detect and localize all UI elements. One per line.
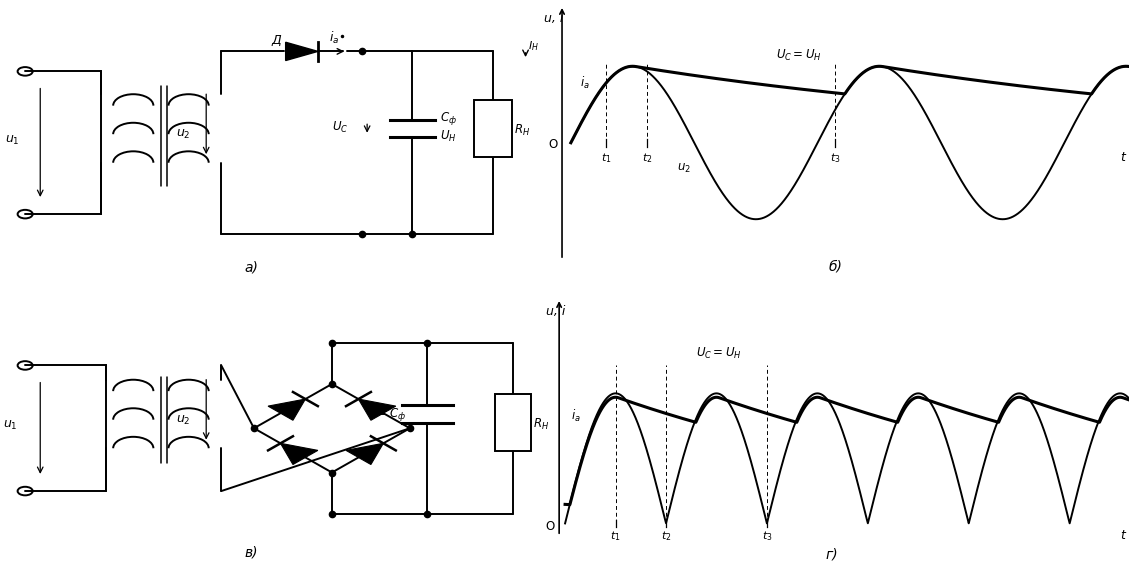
- Bar: [474, 100, 511, 157]
- Text: O: O: [549, 138, 558, 151]
- Text: O: O: [545, 520, 554, 533]
- Text: $i_а$: $i_а$: [579, 75, 589, 91]
- Polygon shape: [358, 399, 396, 420]
- Text: $U_C = U_H$: $U_C = U_H$: [695, 346, 742, 361]
- Text: u, i: u, i: [546, 304, 566, 317]
- Text: Д: Д: [272, 34, 281, 47]
- Bar: [496, 394, 531, 451]
- Text: $t_1$: $t_1$: [601, 151, 612, 165]
- Text: $t_2$: $t_2$: [642, 151, 653, 165]
- Text: $u_1$: $u_1$: [2, 419, 17, 432]
- Text: $u_2$: $u_2$: [176, 413, 191, 427]
- Text: б): б): [829, 259, 842, 273]
- Text: $i_а$: $i_а$: [330, 30, 340, 46]
- Text: $= C_ф$: $= C_ф$: [375, 406, 406, 423]
- Text: $u_1$: $u_1$: [5, 134, 19, 147]
- Text: а): а): [245, 260, 259, 274]
- Text: t: t: [1120, 529, 1124, 542]
- Polygon shape: [286, 42, 318, 61]
- Text: $U_H$: $U_H$: [440, 129, 456, 144]
- Text: $u_2$: $u_2$: [676, 162, 691, 175]
- Text: $U_C = U_H$: $U_C = U_H$: [777, 48, 822, 63]
- Polygon shape: [268, 399, 306, 420]
- Text: $t_3$: $t_3$: [830, 151, 840, 165]
- Text: u, i: u, i: [543, 12, 563, 25]
- Text: $R_H$: $R_H$: [533, 417, 549, 432]
- Text: $t_3$: $t_3$: [762, 529, 772, 543]
- Text: $u_2$: $u_2$: [176, 128, 191, 141]
- Polygon shape: [280, 443, 318, 464]
- Text: $t_2$: $t_2$: [660, 529, 672, 543]
- Polygon shape: [345, 443, 384, 464]
- Text: $i_а$: $i_а$: [571, 408, 580, 424]
- Text: $I_H$: $I_H$: [528, 39, 539, 53]
- Text: $U_C$: $U_C$: [332, 120, 348, 135]
- Text: t: t: [1120, 151, 1126, 164]
- Text: г): г): [826, 548, 839, 561]
- Text: $C_ф$: $C_ф$: [440, 110, 457, 127]
- Text: $t_1$: $t_1$: [611, 529, 621, 543]
- Text: $R_H$: $R_H$: [514, 123, 531, 138]
- Text: в): в): [245, 546, 259, 560]
